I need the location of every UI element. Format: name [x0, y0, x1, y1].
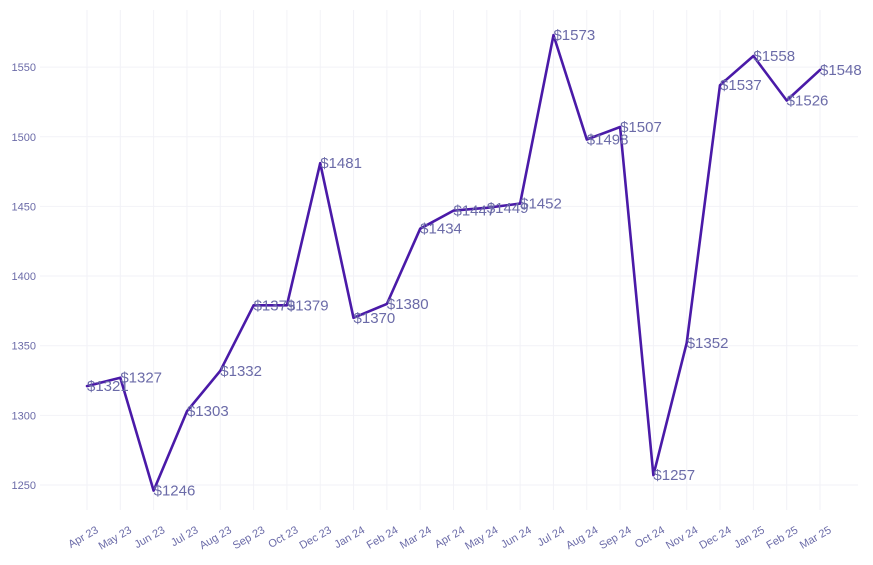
data-label: $1548 — [820, 62, 862, 79]
series-line-price — [85, 33, 822, 492]
data-label: $1452 — [520, 196, 562, 213]
data-label: $1246 — [154, 483, 196, 500]
x-tick-label: Apr 24 — [433, 524, 467, 551]
y-tick-label: 1450 — [12, 201, 36, 213]
data-label: $1332 — [220, 363, 262, 380]
x-tick-label: Aug 23 — [198, 524, 234, 552]
data-label: $1321 — [87, 378, 129, 395]
x-tick-label: Oct 24 — [633, 524, 667, 551]
data-label: $1558 — [753, 48, 795, 65]
x-tick-label: Jan 25 — [732, 524, 767, 551]
data-label: $1449 — [487, 200, 529, 217]
series-lines — [85, 33, 822, 492]
data-label: $1380 — [387, 296, 429, 313]
y-tick-label: 1500 — [12, 132, 36, 144]
data-label: $1257 — [653, 467, 695, 484]
x-tick-label: Jul 23 — [169, 524, 200, 549]
data-label: $1379 — [254, 297, 296, 314]
data-label: $1481 — [320, 155, 362, 172]
y-tick-label: 1400 — [12, 271, 36, 283]
y-tick-label: 1250 — [12, 480, 36, 492]
data-label: $1370 — [354, 310, 396, 327]
x-tick-label: Feb 24 — [365, 524, 401, 552]
y-tick-label: 1550 — [12, 62, 36, 74]
y-axis-ticks: 1250 1300 1350 1400 1450 1500 1550 — [12, 62, 36, 492]
x-tick-label: Nov 24 — [664, 524, 700, 552]
x-tick-label: Sep 24 — [597, 524, 633, 552]
x-tick-label: Dec 24 — [697, 524, 733, 552]
data-label: $1498 — [587, 132, 629, 149]
y-tick-label: 1350 — [12, 341, 36, 353]
x-tick-label: May 23 — [97, 524, 134, 552]
x-tick-label: May 24 — [463, 524, 500, 552]
data-labels: $1321$1327 $1246 $1303 $1332 $1379$1379 $1481… — [87, 27, 862, 500]
grid — [40, 10, 858, 510]
x-tick-label: Apr 23 — [66, 524, 100, 551]
data-label: $1303 — [187, 403, 229, 420]
y-tick-label: 1300 — [12, 410, 36, 422]
data-label: $1434 — [420, 221, 462, 238]
data-label: $1526 — [787, 93, 829, 110]
x-tick-label: Feb 25 — [765, 524, 801, 552]
data-label: $1352 — [687, 335, 729, 352]
x-tick-label: Jun 24 — [499, 524, 534, 551]
x-tick-label: Dec 23 — [298, 524, 334, 552]
x-tick-label: Jul 24 — [536, 524, 567, 549]
data-label: $1573 — [553, 27, 595, 44]
data-label: $1327 — [120, 370, 162, 387]
data-label: $1379 — [287, 297, 329, 314]
data-label: $1537 — [720, 77, 762, 94]
x-tick-label: Mar 24 — [398, 524, 434, 552]
data-label: $1447 — [454, 203, 496, 220]
x-tick-label: Mar 25 — [798, 524, 834, 552]
x-tick-label: Jun 23 — [133, 524, 168, 551]
data-label: $1507 — [620, 119, 662, 136]
x-tick-label: Oct 23 — [266, 524, 300, 551]
x-tick-label: Jan 24 — [332, 524, 367, 551]
x-tick-label: Sep 23 — [231, 524, 267, 552]
x-tick-label: Aug 24 — [564, 524, 600, 552]
